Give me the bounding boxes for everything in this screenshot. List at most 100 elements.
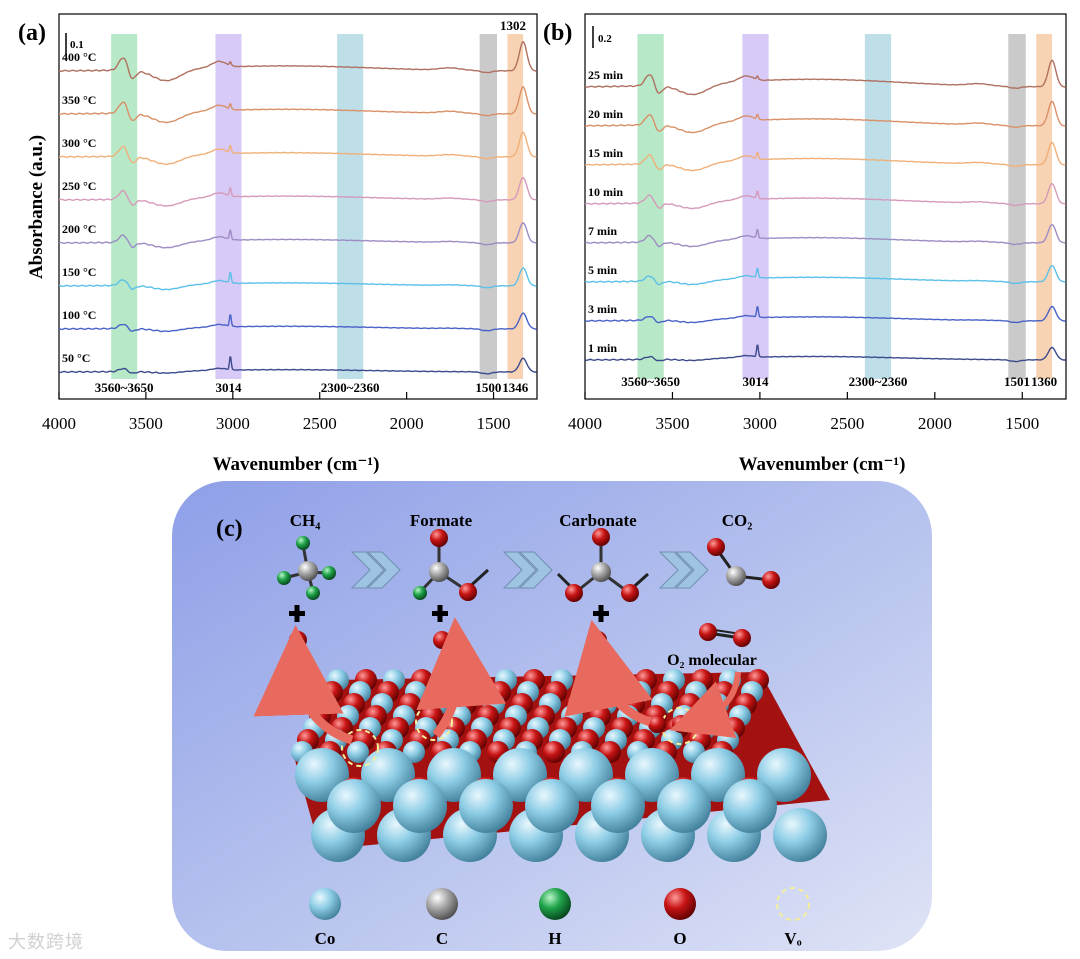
- oxygen-vacancy-1: [341, 729, 379, 767]
- chevron-arrow-2-icon: [502, 551, 553, 589]
- panel-b-label: (b): [543, 20, 572, 46]
- cobalt-atom: [591, 779, 645, 833]
- series-line-6: [58, 86, 537, 124]
- stage-ch4-label: CH₄: [290, 511, 321, 530]
- x-tick-label-3: 2500: [303, 414, 337, 433]
- schematic-legend: Co C H O Vₒ: [309, 887, 810, 948]
- band-2: [864, 34, 892, 379]
- series-line-3: [584, 224, 1066, 248]
- series-label-1: 3 min: [588, 302, 617, 316]
- panel-a-series-labels: 50 °C 100 °C 150 °C 200 °C 250 °C 300 °C 350 °…: [62, 50, 96, 365]
- legend-label-1: C: [436, 929, 448, 948]
- arrow-o-to-formate: [416, 617, 507, 738]
- o2-molecular-label: O₂ molecular: [667, 652, 757, 669]
- x-tick-label-0: 4000: [568, 414, 602, 433]
- oxygen-atom-1: [289, 631, 307, 649]
- legend-atom-h: [539, 888, 571, 920]
- series-label-0: 1 min: [588, 341, 617, 355]
- carbonate-molecule: [556, 528, 650, 602]
- panel-a-lines: [58, 41, 537, 375]
- panel-b-scale-label: 0.2: [598, 33, 612, 45]
- band-label-4: 1346: [502, 380, 529, 395]
- series-line-0: [58, 356, 537, 375]
- series-line-5: [58, 131, 537, 165]
- legend-atom-co: [309, 888, 341, 920]
- series-label-7: 25 min: [588, 68, 623, 82]
- band-0: [637, 34, 664, 379]
- band-label-2: 2300~2360: [849, 374, 908, 389]
- legend-label-3: O: [673, 929, 686, 948]
- formate-molecule: [413, 529, 490, 601]
- series-line-4: [58, 176, 537, 207]
- band-label-0: 3560~3650: [95, 380, 154, 395]
- legend-label-2: H: [548, 929, 561, 948]
- series-label-6: 350 °C: [62, 93, 96, 107]
- series-line-7: [58, 41, 537, 82]
- co3o4-slab: [291, 669, 830, 862]
- series-label-0: 50 °C: [62, 351, 90, 365]
- chevron-arrow-3-icon: [658, 551, 709, 589]
- panel-a-label: (a): [18, 20, 46, 46]
- panel-b-x-ticks: 4000 3500 3000 2500 2000 1500: [568, 392, 1039, 433]
- series-line-5: [584, 141, 1066, 172]
- panel-a-y-label: Absorbance (a.u.): [26, 135, 47, 279]
- panel-b-x-label: Wavenumber (cm⁻¹): [739, 454, 906, 475]
- series-line-6: [584, 100, 1066, 134]
- band-3: [1008, 34, 1026, 379]
- x-tick-label-3: 2500: [830, 414, 864, 433]
- panel-a-x-ticks: 4000 3500 3000 2500 2000 1500: [42, 392, 511, 433]
- panel-a-chart: 4000 3500 3000 2500 2000 1500 50 °C 100 °C 150 …: [18, 13, 538, 475]
- x-tick-label-4: 2000: [918, 414, 952, 433]
- band-label-3: 1500: [475, 380, 501, 395]
- panel-c-schematic: (c) CH₄ Formate Carbonate CO₂: [172, 481, 932, 951]
- adsorbed-oxygen-1: [648, 715, 666, 733]
- oxygen-atom-3: [589, 631, 607, 649]
- arrow-o2-to-vacancy: [669, 671, 741, 738]
- cobalt-atom: [723, 779, 777, 833]
- band-2: [337, 34, 364, 379]
- band-label-3: 1501: [1004, 374, 1030, 389]
- o2-molecule: [699, 623, 751, 647]
- x-tick-label-5: 1500: [1005, 414, 1039, 433]
- band-label-4: 1360: [1031, 374, 1057, 389]
- plus-signs: [289, 605, 609, 622]
- panel-b-chart: 4000 3500 3000 2500 2000 1500 1 min 3 min 5 min…: [543, 13, 1067, 475]
- panel-a-frame: [58, 13, 538, 400]
- panel-b-frame: [584, 13, 1067, 400]
- panel-c-label: (c): [216, 516, 243, 542]
- slab-oxygen-atom: [543, 741, 565, 763]
- cobalt-atom: [657, 779, 711, 833]
- x-tick-label-2: 3000: [216, 414, 250, 433]
- band-0: [111, 34, 138, 379]
- x-tick-label-1: 3500: [655, 414, 689, 433]
- series-label-5: 15 min: [588, 146, 623, 160]
- series-line-2: [584, 264, 1066, 286]
- series-label-6: 20 min: [588, 107, 623, 121]
- arrow-o-to-ch4: [253, 625, 354, 745]
- watermark: 大数跨境: [8, 932, 84, 953]
- x-tick-label-2: 3000: [743, 414, 777, 433]
- panel-a-bands: [111, 34, 524, 379]
- cobalt-atom: [347, 741, 369, 763]
- cobalt-atom: [327, 779, 381, 833]
- legend-vacancy: [776, 887, 810, 921]
- stage-co2-label: CO₂: [722, 511, 753, 530]
- panel-b-lines: [584, 59, 1066, 363]
- band-label-0: 3560~3650: [621, 374, 680, 389]
- panel-a-scale-label: 0.1: [70, 39, 84, 51]
- arrow-o-to-carbonate: [564, 619, 653, 727]
- chevron-arrow-1-icon: [350, 551, 401, 589]
- cobalt-atom: [393, 779, 447, 833]
- stage-formate-label: Formate: [410, 511, 473, 530]
- panel-b-series-labels: 1 min 3 min 5 min 7 min 10 min 15 min 20 min 25…: [588, 68, 623, 355]
- band-1: [742, 34, 769, 379]
- series-label-2: 150 °C: [62, 265, 96, 279]
- series-label-2: 5 min: [588, 263, 617, 277]
- series-label-3: 200 °C: [62, 222, 96, 236]
- stage-carbonate-label: Carbonate: [559, 511, 637, 530]
- series-line-2: [58, 267, 537, 291]
- cobalt-atom: [459, 779, 513, 833]
- series-line-3: [58, 222, 537, 249]
- panel-a-annotation-1302: 1302: [500, 18, 526, 33]
